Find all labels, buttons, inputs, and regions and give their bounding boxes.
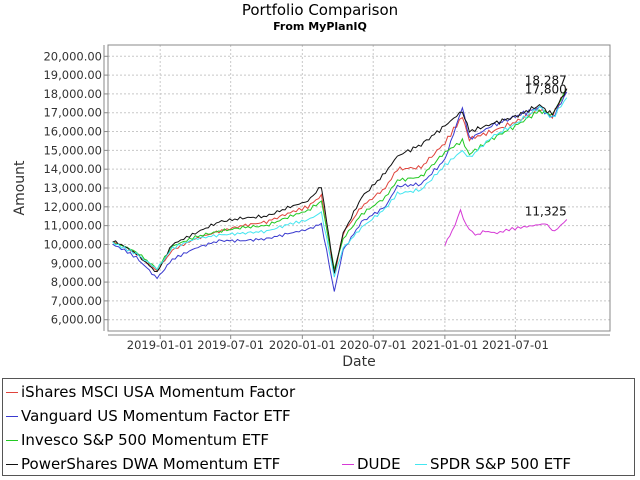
chart-canvas: 6,000.00 7,000.00 8,000.00 9,000.00 10,000.0… bbox=[12, 44, 611, 370]
series-line bbox=[112, 91, 568, 292]
y-tick-label: 19,000.00 bbox=[43, 68, 102, 82]
y-tick-label: 17,000.00 bbox=[43, 106, 102, 120]
legend-item: iShares MSCI USA Momentum Factor bbox=[3, 383, 295, 401]
series-line bbox=[444, 208, 568, 246]
y-tick-label: 20,000.00 bbox=[43, 49, 102, 63]
y-tick-label: 8,000.00 bbox=[51, 275, 102, 289]
end-value-label: 18,287 bbox=[525, 74, 567, 88]
legend: iShares MSCI USA Momentum Factor Vanguar… bbox=[2, 378, 635, 476]
legend-item: Vanguard US Momentum Factor ETF bbox=[3, 407, 291, 425]
y-tick-label: 15,000.00 bbox=[43, 143, 102, 157]
legend-label: PowerShares DWA Momentum ETF bbox=[21, 455, 281, 473]
x-tick-label: 2019-07-01 bbox=[197, 338, 264, 352]
y-tick-label: 6,000.00 bbox=[51, 313, 102, 327]
legend-swatch bbox=[415, 464, 427, 465]
x-tick-label: 2020-07-01 bbox=[340, 338, 407, 352]
y-tick-label: 7,000.00 bbox=[51, 294, 102, 308]
chart-title: Portfolio Comparison bbox=[241, 1, 399, 19]
legend-swatch bbox=[6, 392, 18, 393]
y-tick-label: 12,000.00 bbox=[43, 200, 102, 214]
y-tick-label: 14,000.00 bbox=[43, 162, 102, 176]
y-tick-label: 10,000.00 bbox=[43, 237, 102, 251]
series-line bbox=[112, 88, 568, 271]
legend-label: iShares MSCI USA Momentum Factor bbox=[21, 383, 296, 401]
x-tick-label: 2021-07-01 bbox=[482, 338, 549, 352]
legend-label: DUDE bbox=[357, 455, 401, 473]
legend-label: Invesco S&P 500 Momentum ETF bbox=[21, 431, 269, 449]
y-axis-label: Amount bbox=[12, 160, 28, 216]
x-tick-label: 2019-01-01 bbox=[127, 338, 194, 352]
chart-subtitle: From MyPlanIQ bbox=[273, 20, 367, 33]
legend-item: SPDR S&P 500 ETF bbox=[412, 455, 571, 473]
legend-label: Vanguard US Momentum Factor ETF bbox=[21, 407, 291, 425]
legend-item: Invesco S&P 500 Momentum ETF bbox=[3, 431, 269, 449]
end-value-label: 17,800 bbox=[525, 83, 567, 97]
series-line bbox=[112, 97, 568, 278]
y-tick-label: 11,000.00 bbox=[43, 219, 102, 233]
legend-label: SPDR S&P 500 ETF bbox=[430, 455, 572, 473]
legend-swatch bbox=[6, 416, 18, 417]
end-value-label: 11,325 bbox=[525, 205, 567, 219]
y-tick-label: 16,000.00 bbox=[43, 125, 102, 139]
legend-swatch bbox=[6, 440, 18, 441]
y-tick-label: 18,000.00 bbox=[43, 87, 102, 101]
legend-item: DUDE bbox=[339, 455, 401, 473]
x-axis-label: Date bbox=[342, 354, 375, 370]
legend-swatch bbox=[342, 464, 354, 465]
series-line bbox=[112, 88, 568, 274]
y-tick-label: 9,000.00 bbox=[51, 256, 102, 270]
legend-item: PowerShares DWA Momentum ETF bbox=[3, 455, 280, 473]
x-tick-label: 2021-01-01 bbox=[411, 338, 478, 352]
x-tick-label: 2020-01-01 bbox=[269, 338, 336, 352]
y-tick-label: 13,000.00 bbox=[43, 181, 102, 195]
legend-swatch bbox=[6, 464, 18, 465]
